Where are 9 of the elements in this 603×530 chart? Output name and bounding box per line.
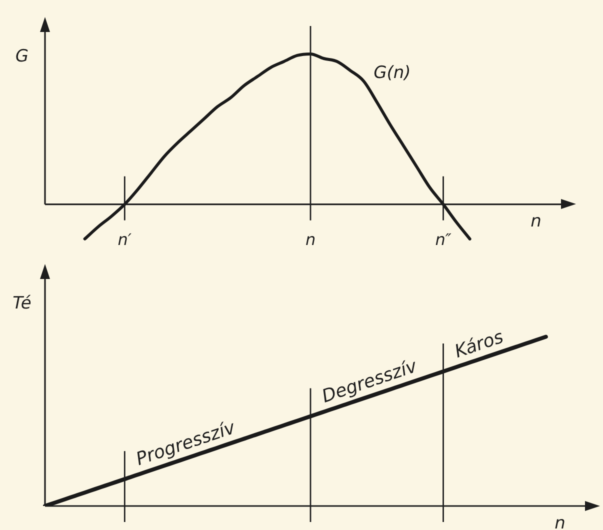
- x-axis-title: n: [554, 513, 566, 530]
- y-axis-title: G: [15, 46, 29, 66]
- x-tick-label: n: [305, 230, 316, 250]
- x-axis-title: n: [530, 212, 542, 232]
- x-tick-label: n″: [435, 230, 452, 250]
- annotation: Káros: [452, 326, 506, 362]
- x-tick-label: n′: [118, 230, 132, 250]
- series-label: G(n): [374, 63, 411, 84]
- y-axis-title: Té: [12, 293, 32, 314]
